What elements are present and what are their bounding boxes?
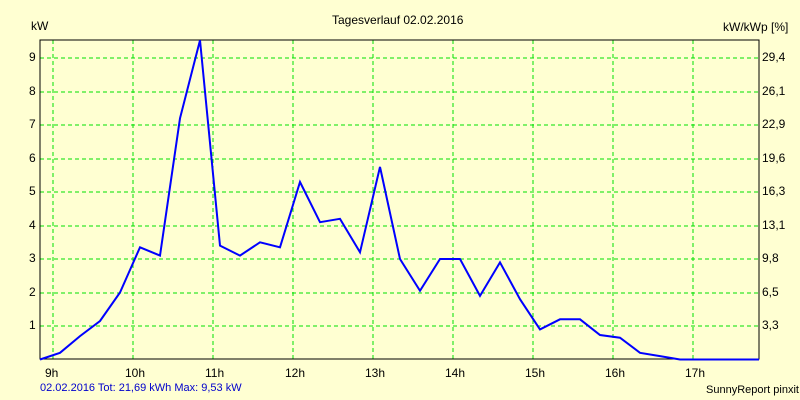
y-tick-label-left: 6 bbox=[29, 151, 36, 165]
y-axis-label-left: kW bbox=[31, 19, 49, 33]
x-tick-label: 10h bbox=[125, 366, 146, 380]
plot-frame bbox=[39, 39, 760, 360]
x-tick-label: 12h bbox=[285, 366, 306, 380]
y-tick-label-left: 9 bbox=[29, 50, 36, 64]
y-tick-label-left: 4 bbox=[29, 218, 36, 232]
y-tick-label-right: 26,1 bbox=[762, 84, 786, 98]
x-tick-label: 13h bbox=[365, 366, 386, 380]
y-tick-label-right: 29,4 bbox=[762, 50, 786, 64]
y-tick-label-left: 8 bbox=[29, 84, 36, 98]
credit-text: SunnyReport pinxit bbox=[706, 384, 799, 396]
x-tick-label: 17h bbox=[685, 366, 706, 380]
y-tick-label-left: 1 bbox=[29, 318, 36, 332]
x-tick-label: 11h bbox=[205, 366, 225, 380]
y-tick-label-left: 5 bbox=[29, 184, 36, 198]
y-axis-label-right: kW/kWp [%] bbox=[723, 20, 789, 34]
y-tick-label-right: 13,1 bbox=[762, 218, 786, 232]
summary-text: 02.02.2016 Tot: 21,69 kWh Max: 9,53 kW bbox=[40, 382, 242, 394]
y-tick-label-right: 16,3 bbox=[762, 184, 786, 198]
y-tick-label-left: 7 bbox=[29, 117, 36, 131]
x-tick-label: 9h bbox=[45, 366, 59, 380]
x-tick-label: 16h bbox=[605, 366, 626, 380]
y-tick-label-right: 6,5 bbox=[762, 285, 779, 299]
x-tick-label: 14h bbox=[445, 366, 466, 380]
y-tick-label-right: 22,9 bbox=[762, 117, 786, 131]
y-tick-label-right: 19,6 bbox=[762, 151, 786, 165]
x-tick-label: 15h bbox=[525, 366, 546, 380]
power-line-series bbox=[39, 39, 759, 361]
y-tick-label-right: 3,3 bbox=[762, 318, 779, 332]
y-tick-label-left: 3 bbox=[29, 251, 36, 265]
y-tick-label-left: 2 bbox=[29, 285, 36, 299]
chart-title: Tagesverlauf 02.02.2016 bbox=[332, 13, 464, 27]
y-tick-label-right: 9,8 bbox=[762, 251, 779, 265]
